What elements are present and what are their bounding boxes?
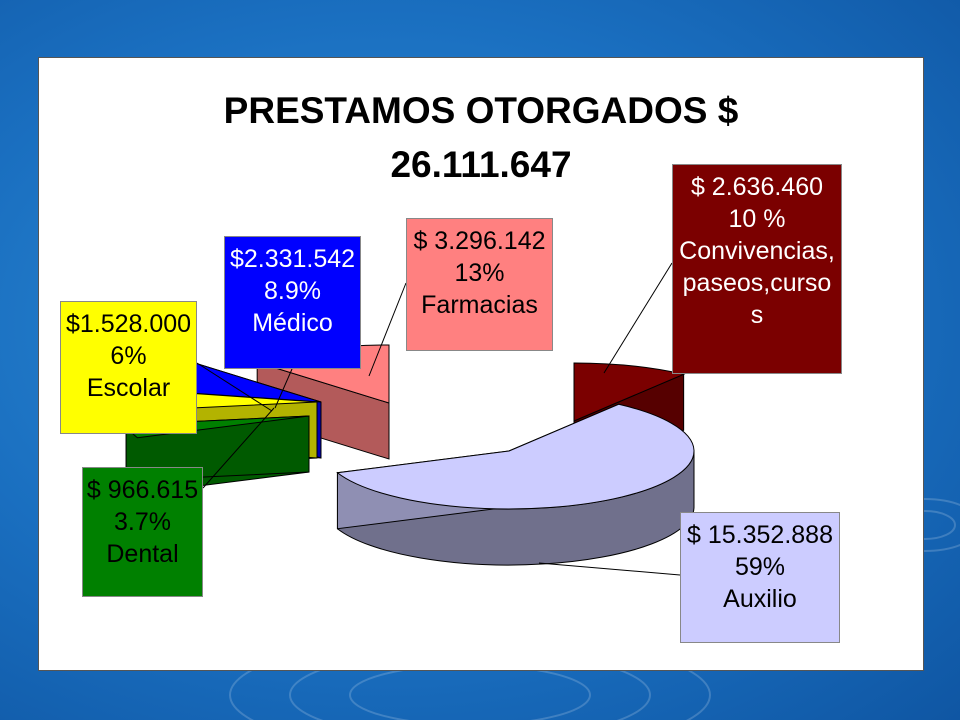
data-label-line: $ 966.615 xyxy=(86,476,199,504)
data-label-line: s xyxy=(750,301,764,329)
data-label-line: 10 % xyxy=(728,205,786,233)
leader-line-3 xyxy=(196,362,273,412)
chart-title-line2: 26.111.647 xyxy=(390,144,572,185)
data-label-line: Escolar xyxy=(86,374,171,402)
chart-title: PRESTAMOS OTORGADOS $ 26.111.647 xyxy=(39,84,923,192)
pie-slice-1 xyxy=(336,403,695,566)
data-label-line: Dental xyxy=(106,540,179,568)
data-label-line: Farmacias xyxy=(421,291,538,319)
leader-line-2 xyxy=(202,407,275,489)
data-label-line: $1.528.000 xyxy=(65,310,192,338)
data-label-line: Convivencias, xyxy=(679,237,835,265)
data-label-line: Médico xyxy=(252,309,333,337)
data-label-line: 59% xyxy=(734,553,786,581)
data-label-line: 8.9% xyxy=(264,277,321,305)
data-label-line: 6% xyxy=(110,342,147,370)
slide-panel: PRESTAMOS OTORGADOS $ 26.111.647 $ 2.636… xyxy=(38,57,924,671)
data-label-line: 13% xyxy=(454,259,505,287)
data-label-line: Auxilio xyxy=(723,585,797,613)
leader-line-1 xyxy=(538,562,681,576)
data-label-1: $ 15.352.888 59% Auxilio xyxy=(680,512,840,643)
pie-slice-top-1 xyxy=(336,403,695,510)
data-label-4: $2.331.542 8.9% Médico xyxy=(224,236,361,369)
data-label-line: 3.7% xyxy=(114,508,171,536)
data-label-line: paseos,curso xyxy=(682,269,832,297)
data-label-line: $2.331.542 xyxy=(229,245,356,273)
leader-line-5 xyxy=(368,282,407,377)
data-label-3: $1.528.000 6% Escolar xyxy=(60,301,197,434)
chart-title-line1: PRESTAMOS OTORGADOS $ xyxy=(223,90,739,131)
data-label-line: $ 2.636.460 xyxy=(690,173,824,201)
data-label-line: $ 3.296.142 xyxy=(413,227,546,255)
data-label-0: $ 2.636.460 10 % Convivencias, paseos,curso… xyxy=(672,164,842,374)
leader-line-4 xyxy=(274,368,293,409)
leader-line-0 xyxy=(603,262,673,374)
data-label-line: $ 15.352.888 xyxy=(687,521,833,549)
data-label-5: $ 3.296.142 13% Farmacias xyxy=(406,218,553,351)
data-label-2: $ 966.615 3.7% Dental xyxy=(82,467,203,597)
